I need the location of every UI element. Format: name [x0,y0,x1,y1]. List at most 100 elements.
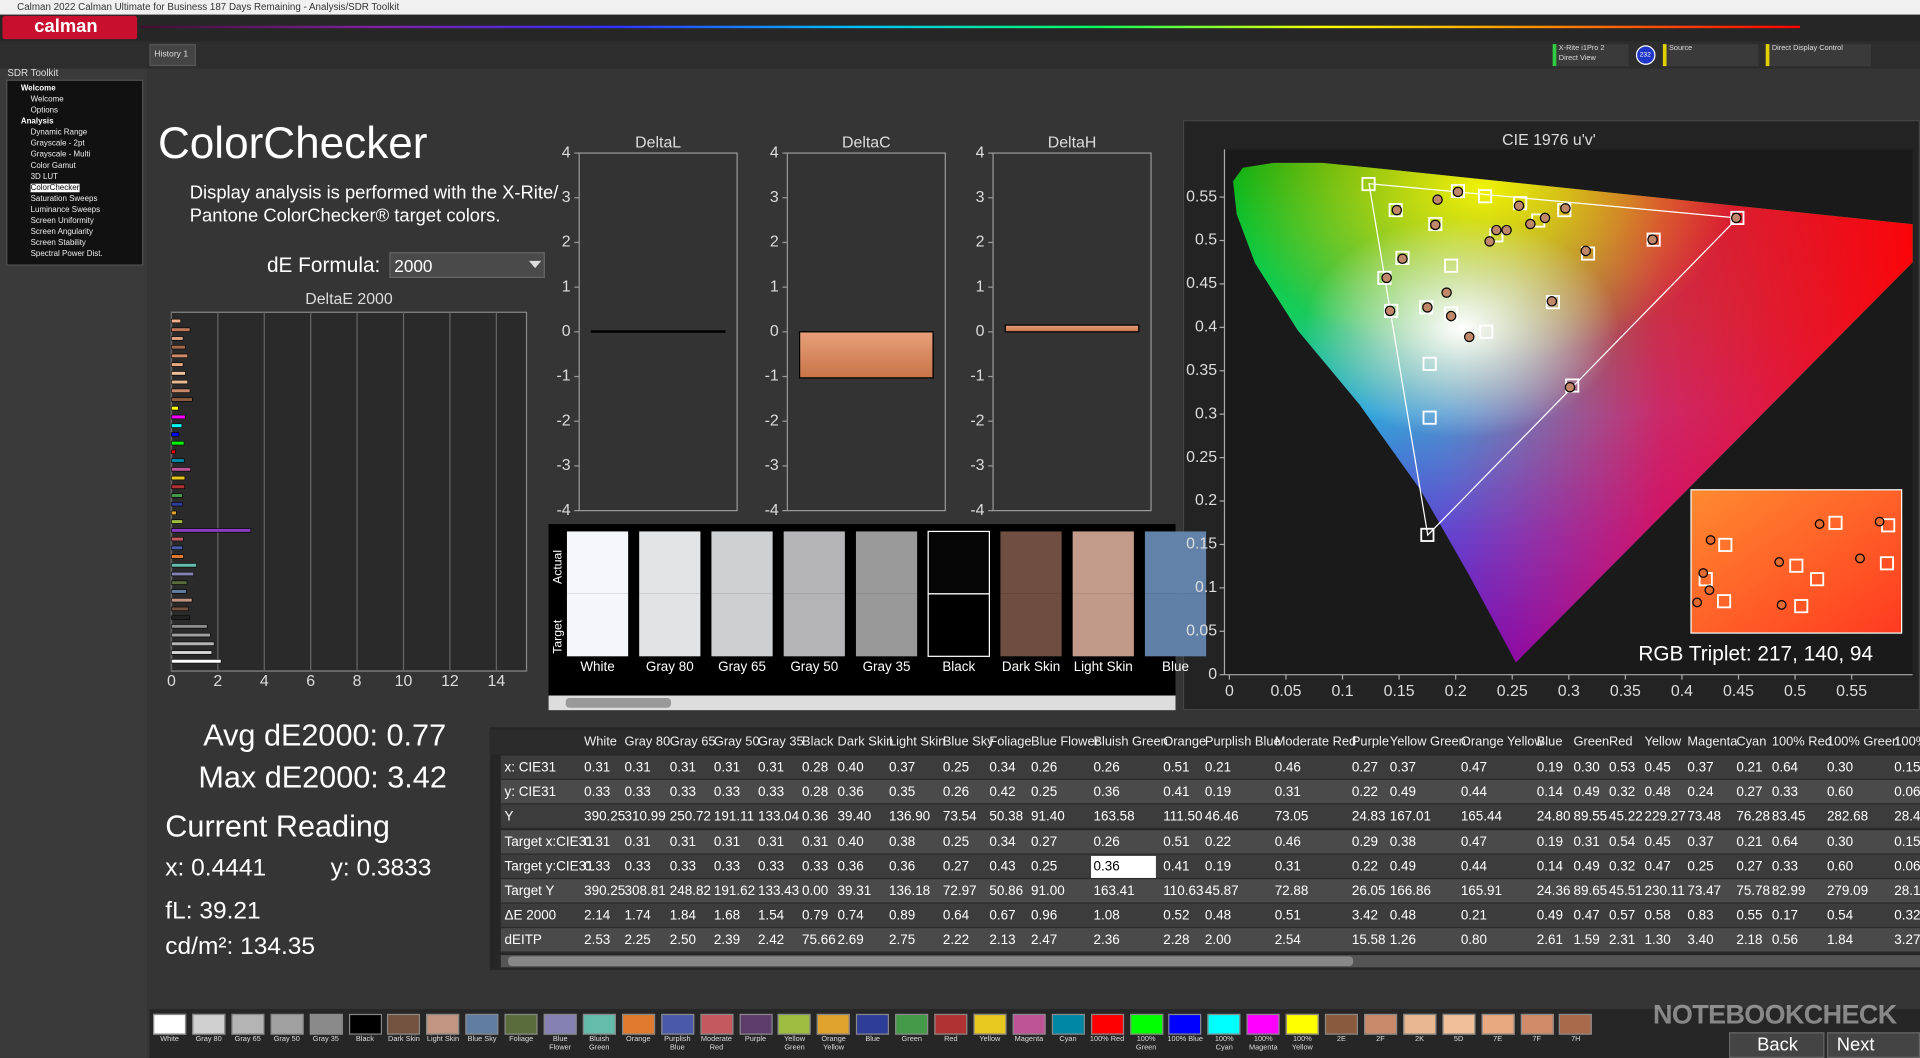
table-cell: 0.36 [1093,785,1120,800]
palette-swatch[interactable] [465,1013,499,1035]
tree-item[interactable]: Welcome [30,95,64,105]
formula-dropdown[interactable] [389,252,545,278]
palette-swatch[interactable] [1168,1013,1202,1035]
palette-swatch[interactable] [426,1013,460,1035]
table-cell: 2.25 [624,933,651,949]
palette-swatch[interactable] [1246,1013,1280,1035]
palette-swatch[interactable] [153,1013,187,1035]
palette-swatch[interactable] [387,1013,421,1035]
palette-swatch[interactable] [1207,1013,1241,1035]
next-button[interactable] [1826,1032,1920,1058]
palette-swatch[interactable] [1520,1013,1554,1035]
display-control-box[interactable] [1765,44,1872,67]
palette-swatch[interactable] [738,1013,773,1035]
palette-swatch[interactable] [621,1013,655,1035]
table-cell: 1.08 [1093,908,1120,924]
meter-box[interactable] [1552,44,1629,67]
palette-swatch[interactable] [1129,1013,1163,1035]
tree-item[interactable]: Screen Angularity [30,227,94,237]
history-tab[interactable] [149,44,196,67]
meter-badge[interactable] [1635,45,1656,65]
palette-swatch[interactable] [192,1013,226,1035]
palette-swatch[interactable] [973,1013,1007,1035]
palette-swatch[interactable] [1481,1013,1515,1035]
tree-group: Welcome [20,84,56,94]
y-tick-label: 4 [770,144,779,161]
tree-item[interactable]: Screen Uniformity [30,216,94,226]
table-cell: 0.36 [837,785,864,800]
table-cell: 2.22 [942,933,970,949]
x-tick-label: 14 [488,673,506,690]
palette-swatch[interactable] [348,1013,382,1035]
palette-swatch[interactable] [1324,1013,1358,1035]
palette-swatch[interactable] [660,1013,694,1035]
next-label[interactable]: Next [1836,1034,1875,1056]
table-row [500,854,1920,879]
tree-item[interactable]: Options [30,106,59,116]
column-header: Blue Sky [942,734,994,750]
source-box[interactable] [1662,44,1759,67]
table-cell: 45.51 [1608,884,1643,899]
deltae-bar [171,510,177,516]
column-header: Blue [1536,734,1563,750]
palette-swatch[interactable] [1051,1013,1085,1035]
palette-swatch[interactable] [309,1013,343,1035]
table-cell: 0.17 [1771,908,1799,924]
back-label[interactable]: Back [1757,1034,1798,1056]
palette-swatch[interactable] [1012,1013,1046,1035]
tree-item[interactable]: Color Gamut [30,161,76,171]
palette-swatch[interactable] [1363,1013,1398,1035]
palette-swatch[interactable] [934,1013,968,1035]
tree-item[interactable]: Grayscale - Multi [30,150,91,160]
column-header: Dark Skin [837,734,894,750]
tree-item[interactable]: Saturation Sweeps [30,194,98,204]
tree-item[interactable]: Screen Stability [30,238,86,248]
palette-label: 100% Yellow [1291,1035,1313,1052]
y-tick-label: -3 [970,457,984,474]
tree-item[interactable]: Luminance Sweeps [30,205,101,215]
palette-swatch[interactable] [817,1013,851,1035]
table-cell: 0.15 [1894,760,1920,776]
tree-item[interactable]: ColorChecker [30,183,80,193]
x-tick-label: 0.2 [1445,683,1467,700]
deltae-bar [171,414,186,420]
palette-swatch[interactable] [582,1013,616,1035]
back-button[interactable] [1728,1032,1825,1058]
swatch-row-label: Target [551,619,565,654]
tree-item[interactable]: Grayscale - 2pt [30,139,85,149]
palette-swatch[interactable] [1559,1013,1593,1035]
palette-swatch[interactable] [1285,1013,1319,1035]
deltae-bar [171,528,252,533]
table-cell: 0.31 [669,834,697,850]
table-row [500,829,1920,855]
palette-swatch[interactable] [699,1013,733,1035]
palette-swatch[interactable] [1442,1013,1476,1035]
description: Pantone ColorChecker® target colors. [189,205,501,227]
table-cell: 279.09 [1826,884,1869,899]
palette-swatch[interactable] [778,1013,812,1035]
table-cell: 82.99 [1771,884,1806,899]
inset-dot [1874,516,1885,527]
palette-swatch[interactable] [856,1013,890,1035]
tree-item[interactable]: 3D LUT [30,172,59,182]
tree-item[interactable]: Dynamic Range [30,128,88,138]
table-cell: 191.11 [713,809,755,825]
palette-label: 7F [1532,1035,1542,1044]
column-header: Purplish Blue [1204,734,1281,750]
palette-swatch[interactable] [543,1013,577,1035]
deltae-bar [171,650,213,655]
palette-label: Moderate Red [700,1035,732,1052]
table-cell: 0.40 [837,760,864,776]
palette-swatch[interactable] [1090,1013,1124,1035]
logo-button[interactable] [2,15,138,40]
palette-swatch[interactable] [270,1013,304,1035]
table-cell: 28.1 [1894,884,1920,899]
palette-swatch[interactable] [895,1013,929,1035]
tree-item[interactable]: Spectral Power Dist. [30,249,103,259]
table-cell: 0.46 [1274,760,1301,776]
palette-label: Orange [626,1035,651,1044]
palette-swatch[interactable] [504,1013,538,1035]
palette-swatch[interactable] [1403,1013,1437,1035]
table-cell: 0.48 [1389,908,1417,924]
palette-swatch[interactable] [231,1013,265,1035]
